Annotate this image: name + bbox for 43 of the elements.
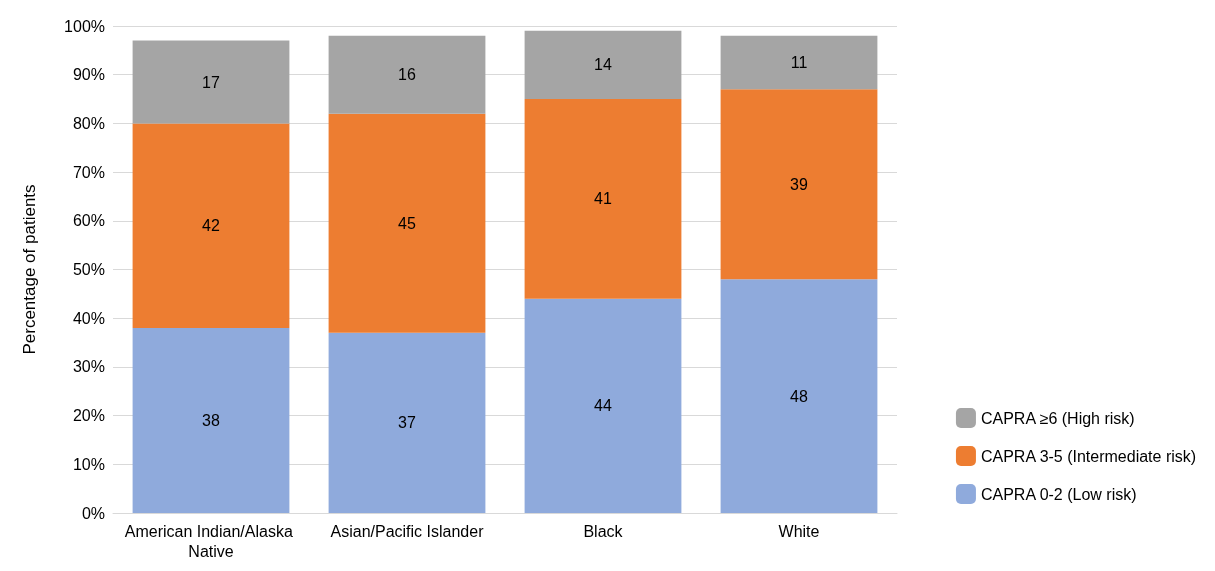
- data-label: 37: [398, 414, 416, 432]
- bar: [720, 279, 878, 513]
- y-tick-label: 0%: [81, 504, 105, 522]
- bar: [720, 35, 878, 90]
- x-tick-label: American Indian/Alaska Native: [124, 522, 298, 560]
- data-label: 41: [594, 190, 612, 208]
- bar: [132, 123, 290, 328]
- bar: [328, 35, 486, 114]
- data-label: 11: [790, 54, 808, 72]
- bar: [132, 40, 290, 124]
- x-tick-label: Black: [583, 522, 624, 540]
- bar: [524, 99, 682, 299]
- bar: [328, 332, 486, 513]
- y-tick-label: 60%: [72, 212, 105, 230]
- y-tick-label: 10%: [72, 455, 105, 473]
- y-tick-label: 30%: [72, 358, 105, 376]
- data-label: 44: [594, 397, 612, 415]
- data-label: 38: [202, 411, 220, 429]
- bar: [524, 30, 682, 100]
- data-label: 16: [398, 66, 416, 84]
- legend-label: CAPRA ≥6 (High risk): [980, 409, 1135, 427]
- bar: [328, 113, 486, 333]
- data-label: 39: [790, 175, 808, 193]
- y-tick-label: 80%: [72, 114, 105, 132]
- data-label: 17: [202, 73, 220, 91]
- bar: [720, 89, 878, 280]
- data-label: 45: [398, 214, 416, 232]
- y-tick-label: 40%: [72, 309, 105, 327]
- data-label: 42: [202, 217, 220, 235]
- y-tick-label: 20%: [72, 407, 105, 425]
- x-tick-label: Asian/Pacific Islander: [330, 522, 485, 540]
- y-tick-label: 70%: [72, 163, 105, 181]
- y-tick-label: 50%: [72, 261, 105, 278]
- data-label: 14: [594, 56, 612, 74]
- y-tick-label: 90%: [72, 66, 105, 84]
- x-tick-label: White: [778, 522, 820, 540]
- legend-label: CAPRA 0-2 (Low risk): [980, 485, 1137, 503]
- data-label: 48: [790, 387, 808, 405]
- y-tick-label: 100%: [64, 17, 105, 35]
- bar: [524, 298, 682, 513]
- legend-label: CAPRA 3-5 (Intermediate risk): [980, 447, 1197, 465]
- bar: [132, 327, 290, 513]
- y-axis-title: Percentage of patients: [20, 184, 39, 355]
